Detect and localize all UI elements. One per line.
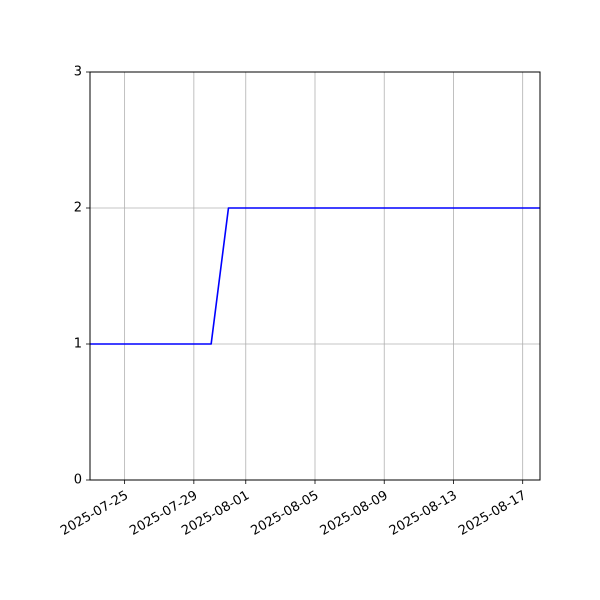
series-layer	[90, 207, 540, 345]
series-line	[90, 207, 540, 345]
y-tick-label: 1	[74, 337, 82, 352]
y-tick-label: 2	[74, 201, 82, 216]
y-tick-label: 3	[74, 65, 82, 80]
y-tick-label: 0	[74, 473, 82, 488]
